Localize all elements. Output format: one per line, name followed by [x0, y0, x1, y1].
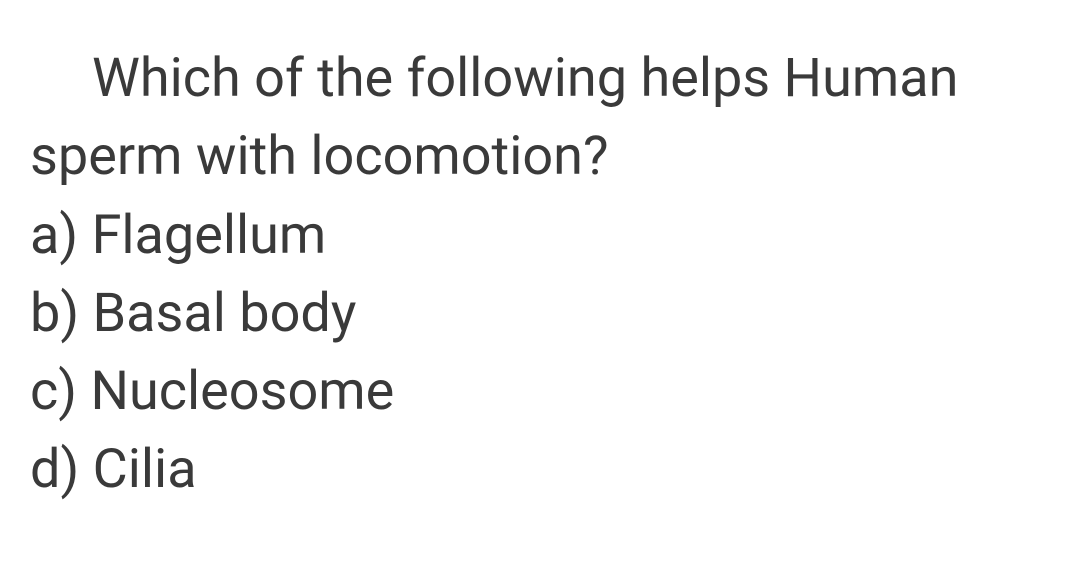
option-b: b) Basal body: [30, 275, 1050, 353]
option-c: c) Nucleosome: [30, 353, 1050, 431]
options-list: a) Flagellum b) Basal body c) Nucleosome…: [30, 197, 1050, 510]
option-d: d) Cilia: [30, 431, 1050, 509]
question-text: Which of the following helps Human sperm…: [30, 40, 1050, 197]
option-a: a) Flagellum: [30, 197, 1050, 275]
